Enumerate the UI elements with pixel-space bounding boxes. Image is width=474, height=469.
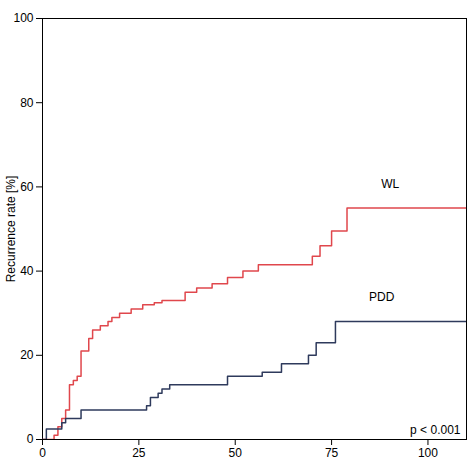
svg-text:p < 0.001: p < 0.001 xyxy=(410,423,461,437)
svg-text:100: 100 xyxy=(418,446,438,460)
svg-text:0: 0 xyxy=(39,446,46,460)
svg-text:80: 80 xyxy=(20,96,34,110)
svg-text:20: 20 xyxy=(20,348,34,362)
svg-text:Recurrence rate [%]: Recurrence rate [%] xyxy=(4,176,18,283)
svg-text:100: 100 xyxy=(13,11,33,25)
svg-text:60: 60 xyxy=(20,180,34,194)
svg-text:0: 0 xyxy=(27,432,34,446)
svg-text:PDD: PDD xyxy=(369,290,395,304)
svg-text:40: 40 xyxy=(20,264,34,278)
svg-text:75: 75 xyxy=(325,446,339,460)
svg-text:WL: WL xyxy=(381,177,399,191)
svg-text:50: 50 xyxy=(229,446,243,460)
svg-text:25: 25 xyxy=(132,446,146,460)
